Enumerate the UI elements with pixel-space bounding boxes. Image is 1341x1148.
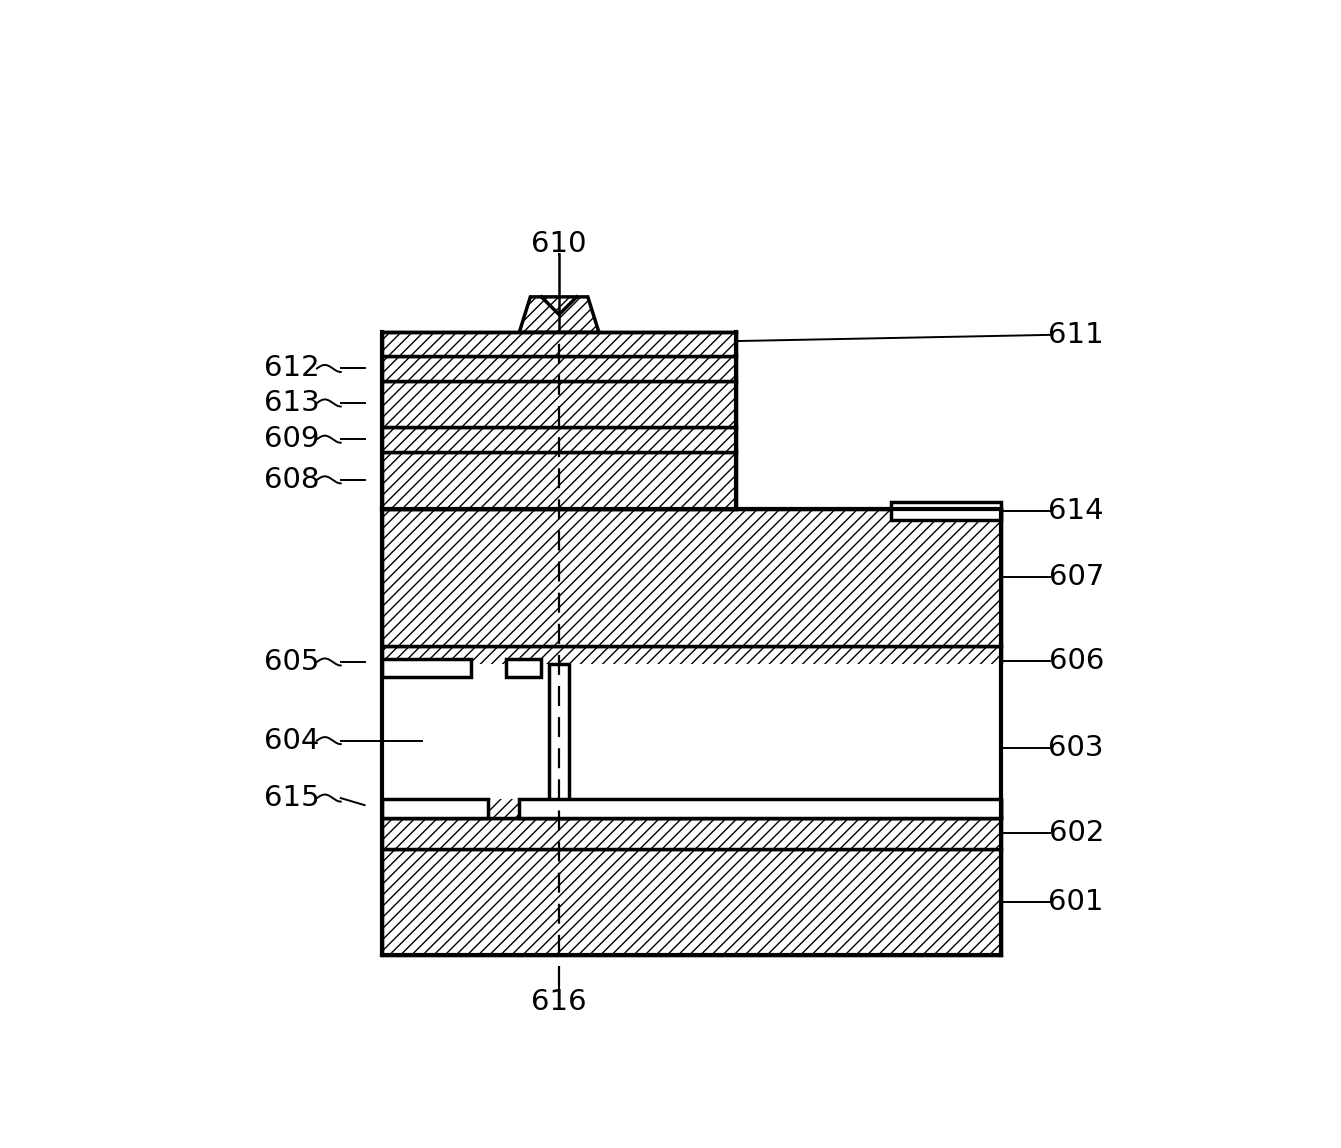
Bar: [382, 427, 736, 451]
Text: 614: 614: [1049, 497, 1104, 525]
Bar: [382, 646, 1002, 677]
Text: 609: 609: [264, 425, 319, 453]
Text: 603: 603: [1049, 734, 1104, 761]
Text: 606: 606: [1049, 647, 1104, 675]
Bar: [382, 850, 1002, 955]
Text: 615: 615: [264, 784, 320, 812]
Bar: [382, 799, 488, 819]
Bar: [382, 451, 736, 509]
Bar: [382, 819, 1002, 850]
Bar: [570, 664, 1051, 799]
Text: 601: 601: [1049, 889, 1104, 916]
Bar: [382, 332, 736, 356]
Text: 604: 604: [264, 727, 319, 754]
Text: 616: 616: [531, 988, 587, 1016]
Bar: [519, 799, 1002, 819]
Polygon shape: [519, 297, 599, 332]
Bar: [382, 677, 1002, 819]
Text: 607: 607: [1049, 563, 1104, 591]
Text: 611: 611: [1049, 321, 1104, 349]
Bar: [382, 381, 736, 427]
Bar: [382, 509, 1002, 646]
Bar: [382, 356, 736, 381]
Bar: [550, 664, 569, 819]
Text: 610: 610: [531, 230, 587, 258]
Bar: [506, 659, 542, 677]
Bar: [382, 659, 471, 677]
Bar: [890, 502, 1002, 520]
Text: 605: 605: [264, 647, 319, 676]
Text: 602: 602: [1049, 820, 1104, 847]
Text: 613: 613: [264, 389, 320, 417]
Text: 608: 608: [264, 466, 320, 494]
Bar: [382, 664, 548, 799]
Text: 612: 612: [264, 355, 320, 382]
